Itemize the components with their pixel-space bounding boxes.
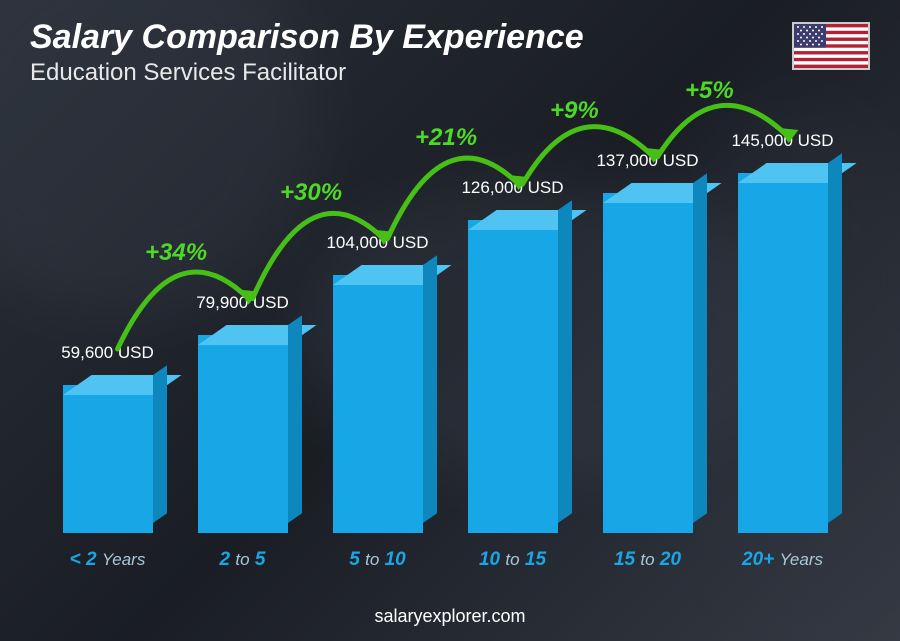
chart-subtitle: Education Services Facilitator: [30, 59, 870, 87]
chart-header: Salary Comparison By Experience Educatio…: [30, 18, 870, 87]
source-footer: salaryexplorer.com: [0, 606, 900, 627]
country-flag-icon: [792, 22, 870, 70]
chart-title: Salary Comparison By Experience: [30, 18, 870, 57]
pct-change-label: +5%: [685, 77, 734, 105]
bar-chart: 59,600 USD79,900 USD104,000 USD126,000 U…: [40, 110, 850, 571]
